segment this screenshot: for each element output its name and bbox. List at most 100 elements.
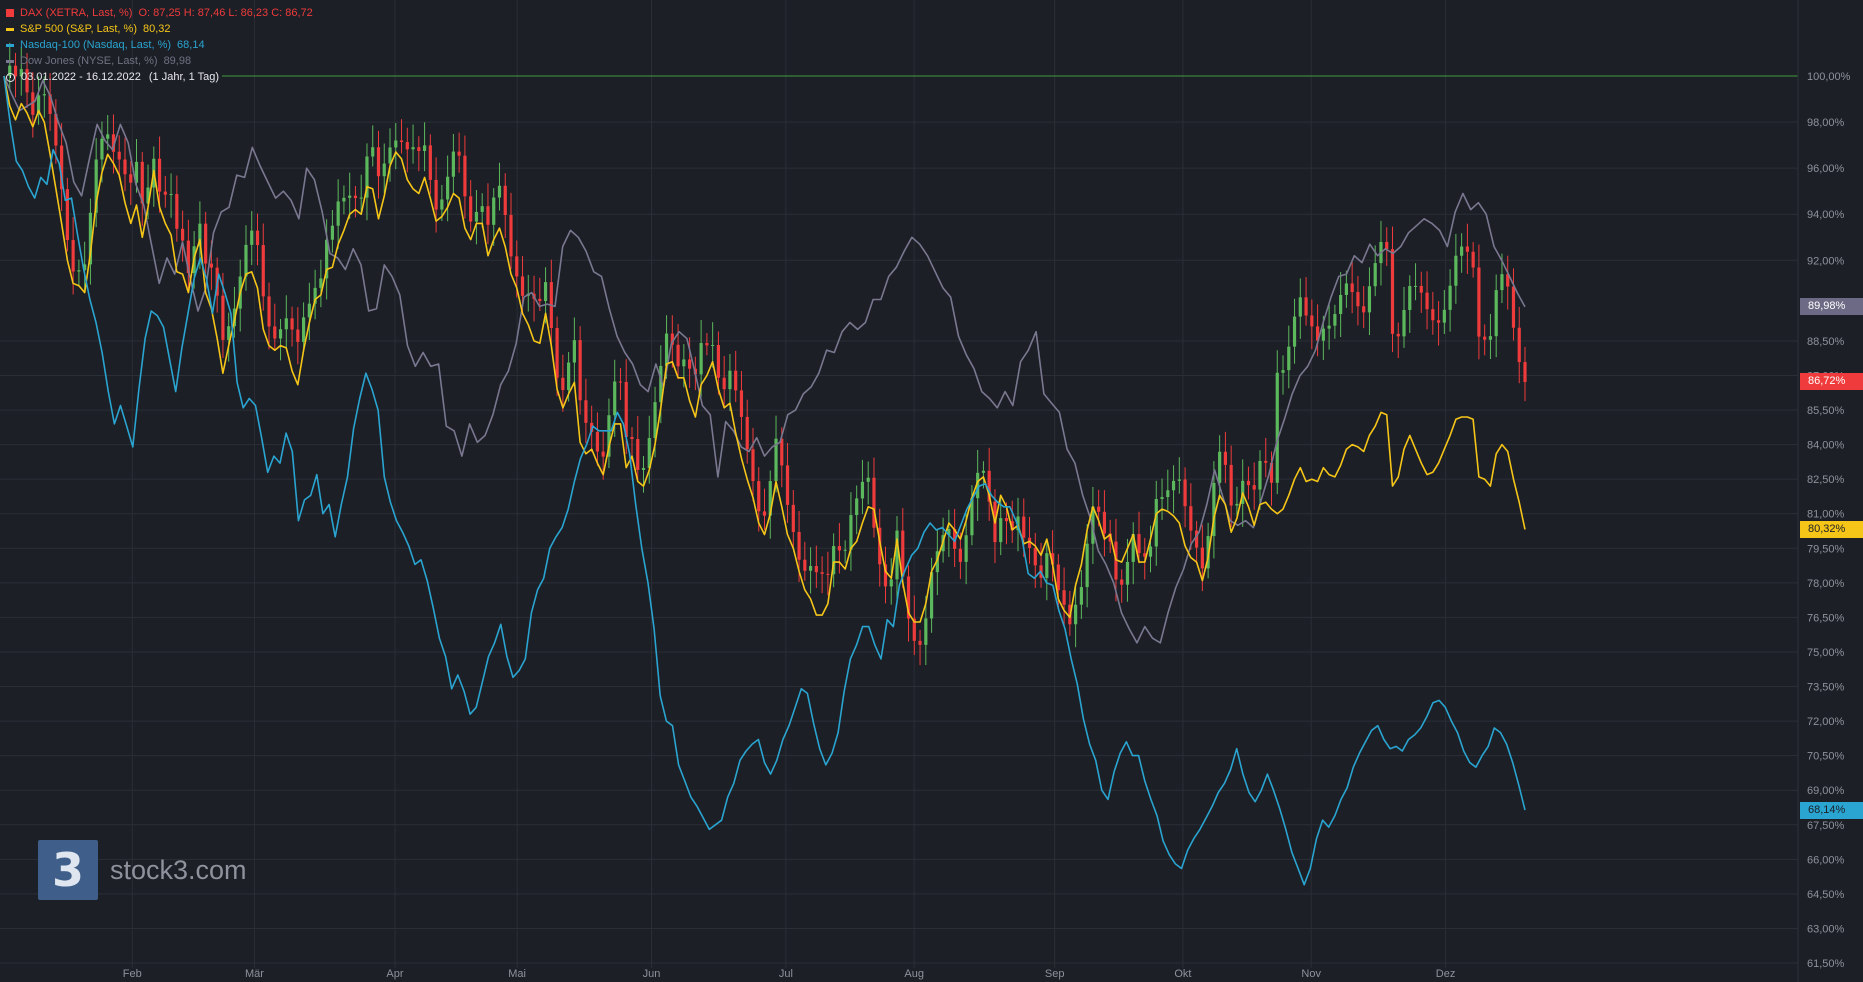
candle-body — [832, 545, 836, 575]
candle-body — [1079, 587, 1083, 605]
candle-body — [1408, 285, 1412, 310]
candle-body — [1454, 255, 1458, 286]
candle-body — [348, 195, 352, 198]
candle-body — [209, 263, 214, 268]
candle-body — [1367, 286, 1372, 313]
candle-body — [653, 402, 657, 439]
candle-body — [1281, 370, 1285, 373]
candle-body — [163, 191, 167, 195]
candle-body — [1189, 506, 1193, 531]
candle-body — [48, 94, 52, 114]
candle-body — [578, 340, 582, 401]
candle-body — [42, 94, 46, 96]
candle-body — [647, 438, 651, 468]
candle-body — [198, 223, 202, 247]
candle-body — [929, 572, 934, 619]
candle-body — [1327, 325, 1331, 329]
candle-body — [134, 161, 139, 183]
candle-body — [422, 145, 427, 151]
candle-body — [1027, 537, 1032, 548]
candle-body — [1385, 241, 1389, 250]
candle-body — [474, 211, 479, 222]
candle-body — [1431, 309, 1435, 321]
candle-body — [572, 340, 576, 363]
candle-body — [601, 451, 605, 457]
x-tick-label: Okt — [1174, 968, 1191, 980]
chart-series — [3, 75, 1526, 886]
y-tick-label: 85,50% — [1807, 405, 1845, 417]
y-tick-label: 98,00% — [1807, 117, 1845, 129]
x-tick-label: Dez — [1436, 968, 1456, 980]
candle-body — [94, 159, 98, 213]
candle-body — [1050, 553, 1055, 565]
candle-body — [607, 415, 611, 457]
x-tick-label: Nov — [1301, 968, 1321, 980]
candle-body — [1315, 326, 1320, 341]
candle-body — [1523, 362, 1527, 382]
candle-body — [181, 228, 185, 241]
candle-body — [1045, 553, 1049, 578]
candle-body — [843, 549, 847, 551]
candle-body — [1425, 292, 1429, 310]
legend-item-nasdaq[interactable]: Nasdaq-100 (Nasdaq, Last, %) 68,14 — [6, 37, 313, 53]
candle-body — [83, 264, 87, 271]
line-swatch-icon — [6, 43, 14, 47]
candle-body — [1471, 251, 1475, 268]
candle-body — [365, 156, 369, 198]
candle-body — [1033, 547, 1037, 566]
chart-grid — [0, 0, 1798, 968]
y-tick-label: 94,00% — [1807, 209, 1845, 221]
candle-body — [25, 69, 29, 93]
candle-body — [1200, 547, 1204, 569]
candle-body — [953, 528, 957, 549]
candle-body — [538, 298, 542, 302]
candle-body — [54, 113, 58, 146]
candle-body — [1304, 297, 1308, 316]
candle-body — [1120, 579, 1124, 585]
x-axis: Feb Mär Apr Mai Jun Jul Aug Sep Okt Nov Dez — [123, 968, 1456, 980]
candle-body — [1448, 285, 1452, 310]
x-tick-label: Feb — [123, 968, 142, 980]
candle-body — [1402, 309, 1406, 337]
candle-body — [382, 163, 386, 177]
candle-body — [1442, 309, 1446, 323]
legend-item-sp500[interactable]: S&P 500 (S&P, Last, %) 80,32 — [6, 21, 313, 37]
candle-body — [1339, 294, 1343, 315]
candle-body — [301, 317, 306, 342]
y-tick-label: 73,50% — [1807, 682, 1845, 694]
date-range[interactable]: 03.01.2022 - 16.12.2022 (1 Jahr, 1 Tag) — [6, 69, 313, 85]
candle-body — [883, 564, 888, 587]
candle-body — [659, 365, 663, 403]
candle-body — [1460, 246, 1464, 256]
candle-body — [411, 147, 415, 150]
candle-body — [267, 296, 271, 327]
legend-item-dax[interactable]: DAX (XETRA, Last, %) O: 87,25 H: 87,46 L… — [6, 5, 313, 21]
candle-body — [757, 481, 761, 512]
y-tick-label: 72,00% — [1807, 716, 1845, 728]
candle-body — [261, 245, 265, 297]
candle-body — [618, 381, 623, 383]
y-tick-label: 92,00% — [1807, 255, 1845, 267]
candle-body — [307, 303, 311, 318]
candle-body — [273, 326, 277, 339]
candle-body — [1321, 328, 1325, 341]
legend-value-dow: 89,98 — [163, 55, 192, 67]
candle-body — [935, 551, 939, 573]
y-tick-label: 100,00% — [1807, 71, 1851, 83]
candle-body — [1074, 604, 1078, 625]
price-axis-panel — [1798, 0, 1863, 982]
candle-body — [728, 370, 732, 390]
y-tick-label: 84,00% — [1807, 440, 1845, 452]
candle-body — [970, 498, 974, 536]
candle-body — [872, 477, 876, 528]
candle-body — [71, 240, 75, 272]
candle-body — [106, 134, 110, 139]
legend-label-sp500: S&P 500 (S&P, Last, %) — [20, 23, 137, 35]
candle-body — [1344, 283, 1348, 295]
candle-body — [641, 467, 646, 470]
candle-body — [1062, 590, 1066, 605]
legend-item-dow[interactable]: Dow Jones (NYSE, Last, %) 89,98 — [6, 53, 313, 69]
candle-body — [486, 206, 490, 225]
candle-body — [463, 155, 467, 197]
